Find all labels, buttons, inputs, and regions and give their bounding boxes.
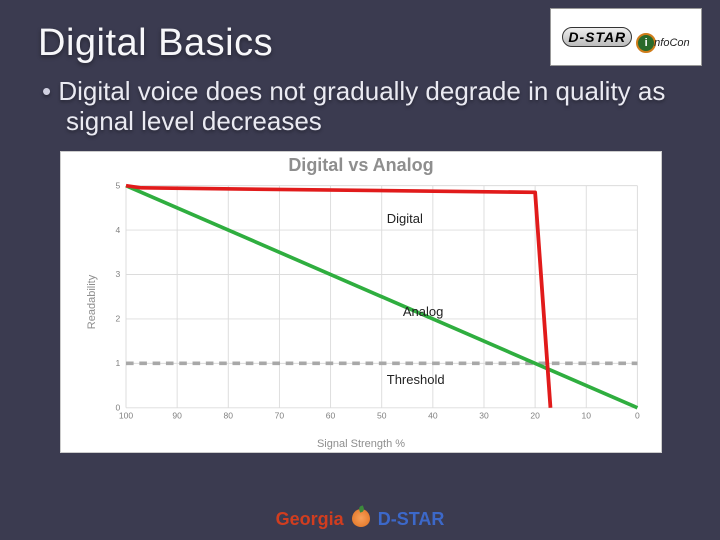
svg-text:100: 100 [119,411,134,421]
svg-text:90: 90 [172,411,182,421]
svg-text:80: 80 [224,411,234,421]
bullet-text: Digital voice does not gradually degrade… [0,69,720,147]
peach-icon [352,509,370,527]
chart-ylabel: Readability [86,275,98,329]
svg-text:1: 1 [116,358,121,368]
dstar-infocon-logo: D-STAR infoCon [550,8,702,66]
chart-svg: 1009080706050403020100012345 [107,182,645,426]
svg-text:20: 20 [530,411,540,421]
chart-xlabel: Signal Strength % [61,438,661,450]
svg-text:3: 3 [116,269,121,279]
svg-text:30: 30 [479,411,489,421]
svg-text:60: 60 [326,411,336,421]
chart-container: Digital vs Analog Readability Signal Str… [60,151,662,453]
chart-series-label: Analog [403,304,443,319]
chart-title: Digital vs Analog [61,152,661,176]
chart-series-label: Threshold [387,372,445,387]
svg-text:70: 70 [275,411,285,421]
svg-text:5: 5 [116,182,121,190]
svg-text:0: 0 [635,411,640,421]
svg-text:40: 40 [428,411,438,421]
infocon-text: infoCon [636,33,689,53]
svg-text:50: 50 [377,411,387,421]
svg-text:10: 10 [582,411,592,421]
footer-logo: Georgia D-STAR [0,509,720,530]
svg-text:0: 0 [116,402,121,412]
svg-text:4: 4 [116,225,121,235]
slide: D-STAR infoCon Digital Basics Digital vo… [0,0,720,540]
chart-plot-area: 1009080706050403020100012345 DigitalAnal… [107,182,645,426]
chart-series-label: Digital [387,211,423,226]
infocon-label: nfoCon [654,37,689,49]
footer-dstar: D-STAR [378,509,445,529]
footer-georgia: Georgia [276,509,344,529]
svg-text:2: 2 [116,314,121,324]
dstar-badge-text: D-STAR [562,27,632,47]
